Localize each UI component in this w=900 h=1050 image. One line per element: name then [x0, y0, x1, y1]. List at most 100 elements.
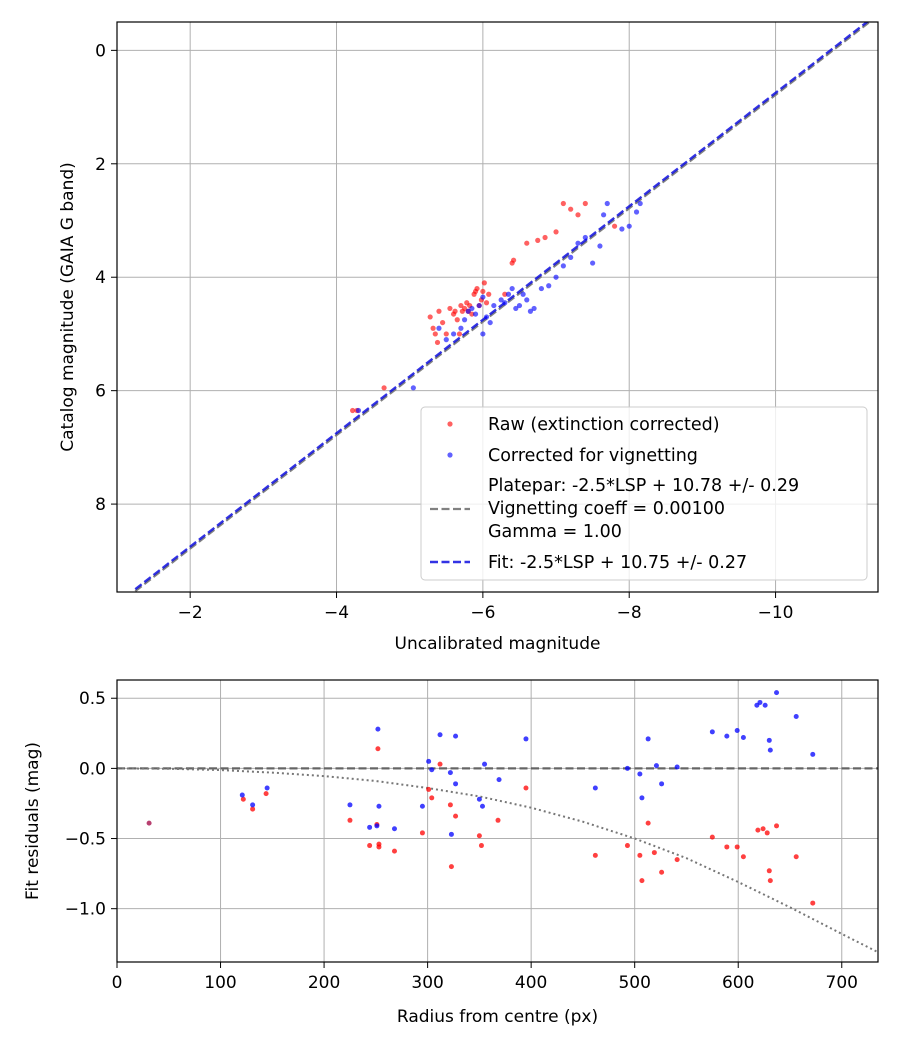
x-tick-label: −8	[617, 603, 642, 623]
raw-point	[535, 237, 541, 243]
corrected-residual-point	[624, 765, 630, 771]
raw-residual-point	[774, 823, 780, 829]
corrected-point	[531, 305, 537, 312]
corrected-residual-point	[419, 803, 425, 809]
bottom-plot-frame	[116, 679, 879, 963]
y-tick-label: 2	[95, 155, 106, 175]
corrected-point	[461, 317, 468, 323]
top-chart: −2 −4 −6 −8 −10 0 2 4 6 8 Uncalibrated magnitude…	[58, 21, 879, 654]
corrected-point	[465, 308, 471, 314]
raw-point	[461, 305, 468, 312]
corrected-point	[355, 407, 362, 414]
raw-point	[542, 234, 548, 241]
y-tick-label: 0.0	[79, 759, 106, 779]
raw-residual-point	[429, 795, 435, 801]
x-tick-label: −6	[470, 603, 495, 623]
y-tick-label: −0.5	[65, 830, 106, 850]
bottom-x-ticks: 0 100 200 300 400 500 600 700	[112, 962, 858, 993]
raw-point	[430, 325, 436, 331]
corrected-residual-point	[448, 831, 454, 837]
raw-point	[452, 308, 458, 314]
raw-residual-point	[391, 848, 397, 854]
raw-residual-point	[734, 844, 740, 850]
raw-point	[611, 223, 618, 229]
corrected-point	[513, 305, 519, 312]
y-tick-label: 0.5	[79, 689, 106, 709]
corrected-residual-point	[637, 771, 643, 777]
legend-entry-platepar: Platepar: -2.5*LSP + 10.78 +/- 0.29	[488, 476, 799, 496]
raw-point	[553, 229, 559, 235]
raw-residual-point	[810, 900, 816, 906]
legend-marker-corrected	[447, 452, 453, 458]
raw-residual-point	[478, 843, 484, 849]
legend-marker-raw	[447, 421, 453, 427]
top-y-axis-label: Catalog magnitude (GAIA G band)	[58, 162, 78, 452]
raw-residual-point	[476, 833, 482, 839]
raw-residual-point	[709, 834, 715, 840]
raw-residual-point	[250, 806, 256, 812]
corrected-point	[502, 300, 508, 306]
corrected-residual-point	[740, 735, 746, 741]
corrected-point	[568, 254, 574, 260]
corrected-point	[516, 302, 523, 309]
corrected-point	[597, 243, 603, 249]
bottom-reference-lines	[117, 767, 878, 954]
legend-entry-vignetting-coeff: Vignetting coeff = 0.00100	[488, 499, 725, 519]
raw-residual-point	[760, 826, 766, 832]
raw-residual-point	[419, 830, 425, 836]
corrected-point	[436, 325, 442, 331]
corrected-residual-point	[447, 770, 453, 776]
corrected-point	[527, 308, 534, 314]
raw-residual-point	[755, 827, 761, 833]
x-tick-label: −10	[758, 603, 794, 623]
raw-point	[568, 206, 574, 212]
corrected-residual-point	[367, 824, 373, 830]
corrected-residual-point	[479, 803, 485, 809]
corrected-residual-point	[653, 763, 659, 769]
raw-residual-point	[767, 878, 773, 884]
corrected-point	[498, 297, 504, 303]
corrected-residual-point	[426, 758, 432, 764]
raw-residual-point	[437, 761, 443, 767]
legend: Raw (extinction corrected) Corrected for…	[420, 406, 868, 581]
corrected-residual-point	[757, 699, 763, 705]
y-tick-label: 6	[95, 382, 106, 402]
corrected-point	[487, 319, 493, 326]
corrected-residual-point	[482, 761, 488, 767]
raw-point	[560, 200, 566, 207]
corrected-point	[450, 331, 457, 337]
raw-residual-point	[453, 813, 459, 819]
raw-residual-point	[367, 843, 373, 849]
corrected-point	[575, 240, 581, 246]
raw-residual-point	[495, 817, 501, 823]
raw-residual-point	[263, 791, 269, 797]
corrected-point	[458, 325, 464, 331]
corrected-point	[560, 263, 566, 269]
raw-point	[483, 300, 490, 306]
corrected-residual-point	[639, 795, 645, 801]
raw-point	[432, 331, 438, 337]
raw-point	[350, 407, 356, 414]
raw-residual-point	[793, 854, 799, 860]
raw-residual-point	[447, 802, 453, 808]
top-x-ticks: −2 −4 −6 −8 −10	[178, 592, 794, 623]
raw-point	[486, 291, 492, 297]
corrected-point	[410, 385, 416, 391]
x-tick-label: −2	[178, 603, 203, 623]
corrected-residual-point	[453, 781, 459, 787]
corrected-residual-point	[709, 729, 715, 735]
corrected-point	[538, 285, 545, 292]
overlap-residual-point	[146, 820, 152, 826]
bottom-scatter-points	[146, 690, 816, 906]
y-tick-label: 0	[95, 41, 106, 61]
legend-entry-raw: Raw (extinction corrected)	[488, 415, 720, 435]
corrected-residual-point	[375, 726, 381, 732]
bottom-chart: 0 100 200 300 400 500 600 700 0.5 0.0 −0.5 −1.0 Ra…	[23, 679, 879, 1027]
raw-residual-point	[659, 869, 665, 875]
corrected-point	[601, 212, 607, 218]
raw-residual-point	[724, 844, 730, 850]
corrected-point	[520, 291, 526, 297]
top-scatter-points	[350, 200, 643, 414]
bottom-y-axis-label: Fit residuals (mag)	[23, 742, 43, 900]
